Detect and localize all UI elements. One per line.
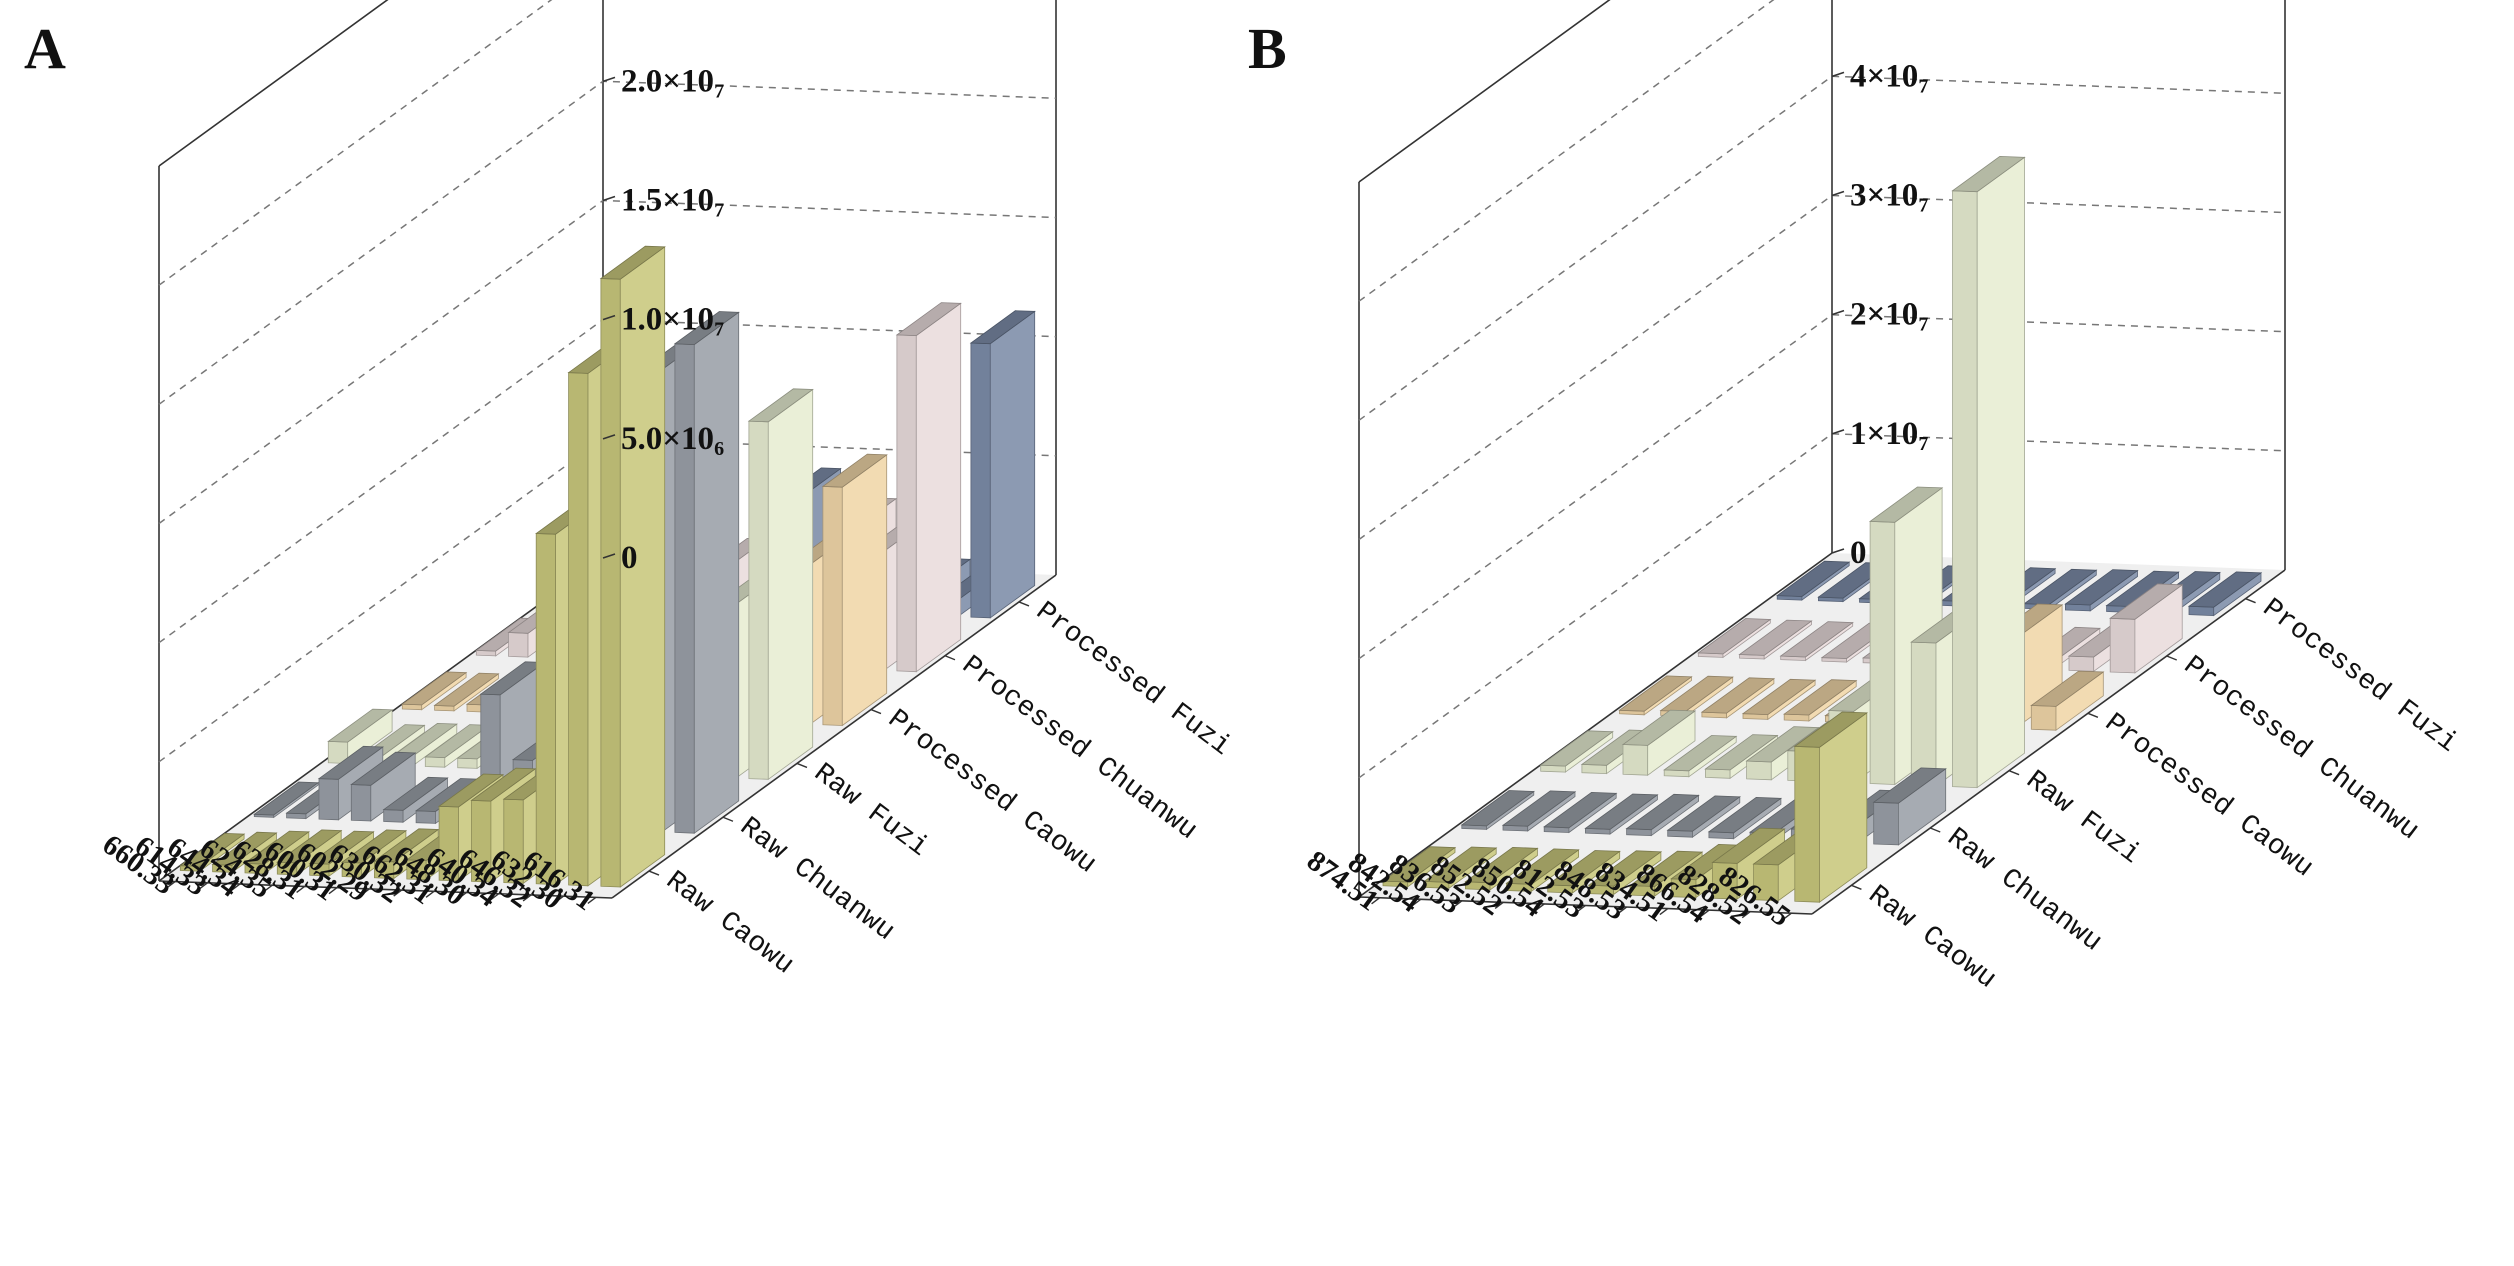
bar [2064,569,2139,612]
bar [1621,709,1697,776]
bar [1543,791,1618,834]
bar [1587,850,1663,896]
z-tick-label: 2×107 [1850,297,1928,336]
panel-b: B 01×1072×1073×1074×1075×107826.55828.52… [1248,0,2463,996]
bar [1783,679,1858,722]
gridline [1358,75,2286,421]
bar [1700,677,1776,719]
z-tick-label: 3×107 [1850,178,1928,217]
bar [1738,619,1813,660]
bar [895,302,962,673]
bar [424,724,491,768]
bars [1381,155,2263,903]
gridline [1358,194,2286,541]
bar [1779,621,1854,662]
z-tick-label: 1.0×107 [621,302,724,341]
bar [1460,790,1535,831]
bar [433,672,500,712]
bar [1381,846,1457,888]
panel-a-letter: A [24,16,66,81]
bar [969,310,1036,619]
bar [1546,850,1621,894]
bar [401,671,468,711]
bar [1666,795,1741,838]
bar [1872,767,1947,846]
bar [276,829,343,876]
bar [1539,730,1614,773]
gridline [1358,0,1775,302]
z-tick-label: 1.5×107 [621,183,724,222]
y-tick-label: Raw Caowu [1862,880,2001,996]
bar [253,781,320,819]
bar [1423,846,1498,890]
bar [1663,735,1738,778]
y-tick-label: Processed Chuanwu [956,650,1203,847]
bar [2030,670,2105,731]
bar [1618,675,1693,716]
y-tick-label: Raw Fuzi [2020,765,2146,871]
z-tick-label: 0 [621,540,638,576]
z-tick-label: 2.0×107 [621,63,724,102]
bar [1464,846,1539,891]
z-tick-label: 4×107 [1850,58,1928,97]
bar [1951,155,2026,789]
bar [1625,793,1700,837]
y-tick-label: Raw Fuzi [808,758,934,864]
bar [211,831,278,874]
y-tick-label: Raw Chuanwu [1941,822,2107,958]
bar [1505,848,1580,893]
bar [747,388,814,781]
gridline [158,0,553,286]
gridlines [1358,0,2286,779]
bar [1501,790,1577,832]
bar [382,776,449,823]
gridline [1358,433,2286,779]
bar [308,830,375,877]
panel-b-letter: B [1248,16,1287,81]
bar [2187,571,2263,617]
gridline [1358,313,2286,660]
z-tick-label: 1×107 [1850,416,1928,455]
y-tick-label: Raw Caowu [660,866,799,982]
z-tick-label: 0 [1850,535,1867,571]
bar [1776,560,1851,601]
bar [1584,793,1659,835]
bar [179,832,246,872]
bar [1741,678,1817,721]
z-tick-label: 5.0×106 [621,421,724,460]
bar [2109,583,2184,674]
bar [599,245,666,888]
bars [179,245,1036,888]
x-axis-ticks: 826.55828.52866.54834.51848.53812.53850.… [1301,845,1796,933]
bar [1793,711,1868,903]
bar [1697,618,1772,659]
bar [821,453,888,727]
bar [673,311,740,834]
bar [1707,796,1783,840]
panel-a: A 05.0×1061.0×1071.5×1072.0×1072.5×10761… [24,0,1236,981]
